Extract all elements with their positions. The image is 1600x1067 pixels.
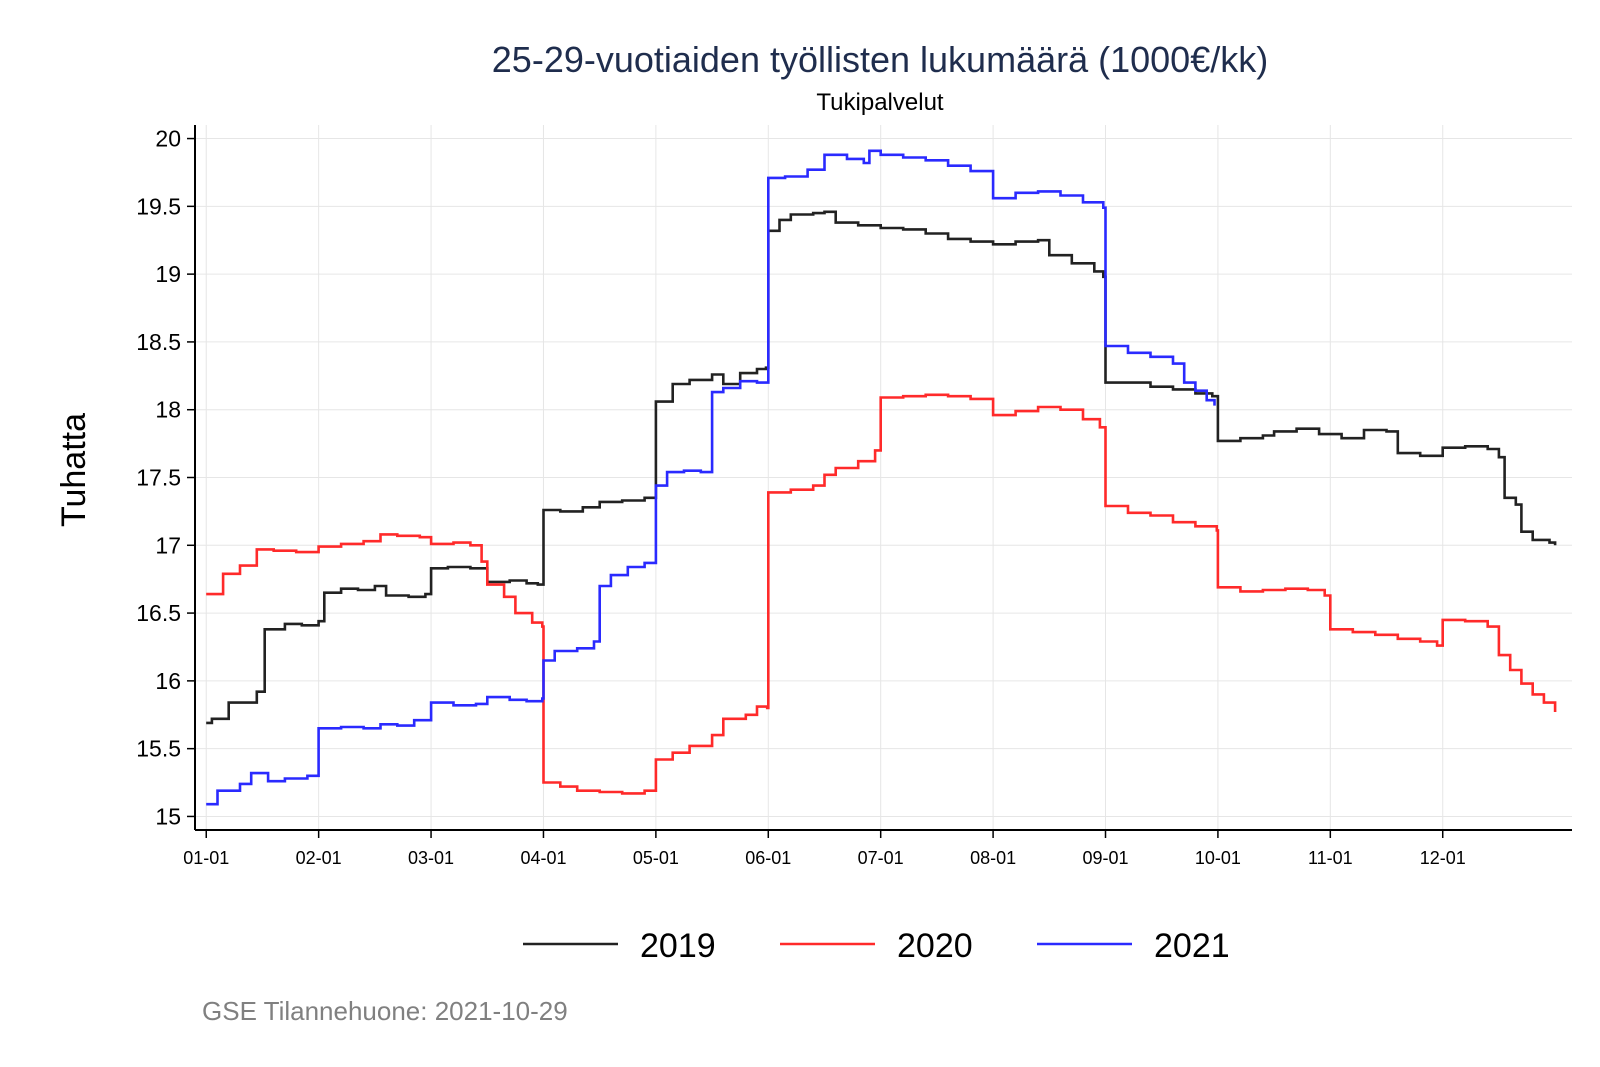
legend-label-2021: 2021: [1154, 927, 1230, 965]
x-tick-label: 11-01: [1308, 848, 1353, 868]
y-axis-label: Tuhatta: [55, 413, 93, 527]
y-axis-ticks: 15 15.5 16 16.5 17 17.5 18 18.5 19 19.5 20: [136, 126, 195, 829]
x-axis-ticks: 01-01 02-01 03-01 04-01 05-01 06-01 07-01 08-01…: [183, 830, 1466, 868]
x-tick-label: 09-01: [1082, 848, 1128, 868]
x-tick-label: 05-01: [633, 848, 679, 868]
x-tick-label: 03-01: [408, 848, 454, 868]
x-tick-label: 08-01: [970, 848, 1016, 868]
chart-subtitle: Tukipalvelut: [816, 89, 944, 116]
y-tick-label: 19: [155, 261, 181, 287]
y-tick-label: 17: [155, 532, 181, 558]
y-tick-label: 15: [155, 803, 181, 829]
y-tick-label: 16.5: [136, 600, 181, 626]
legend: 2019 2020 2021: [523, 927, 1230, 965]
chart-caption: GSE Tilannehuone: 2021-10-29: [202, 996, 568, 1026]
series-lines: [206, 149, 1557, 806]
chart-title: 25-29-vuotiaiden työllisten lukumäärä (1…: [492, 39, 1268, 80]
y-tick-label: 15.5: [136, 736, 181, 762]
series-line-2020: [206, 393, 1557, 795]
x-tick-label: 01-01: [183, 848, 229, 868]
x-tick-label: 02-01: [296, 848, 342, 868]
legend-label-2019: 2019: [640, 927, 716, 965]
series-line-2019: [206, 210, 1557, 725]
x-tick-label: 06-01: [745, 848, 791, 868]
y-tick-label: 16: [155, 668, 181, 694]
y-tick-label: 18: [155, 397, 181, 423]
x-tick-label: 10-01: [1195, 848, 1241, 868]
y-tick-label: 18.5: [136, 329, 181, 355]
y-tick-label: 20: [155, 126, 181, 152]
y-tick-label: 17.5: [136, 465, 181, 491]
gridlines: [195, 125, 1572, 830]
x-tick-label: 12-01: [1420, 848, 1466, 868]
legend-label-2020: 2020: [897, 927, 973, 965]
x-tick-label: 04-01: [520, 848, 566, 868]
series-line-2021: [206, 149, 1216, 806]
y-tick-label: 19.5: [136, 193, 181, 219]
x-tick-label: 07-01: [858, 848, 904, 868]
